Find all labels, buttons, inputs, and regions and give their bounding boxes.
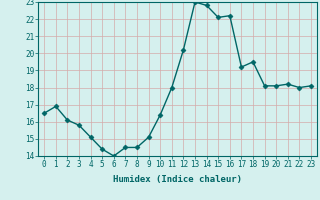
X-axis label: Humidex (Indice chaleur): Humidex (Indice chaleur): [113, 175, 242, 184]
